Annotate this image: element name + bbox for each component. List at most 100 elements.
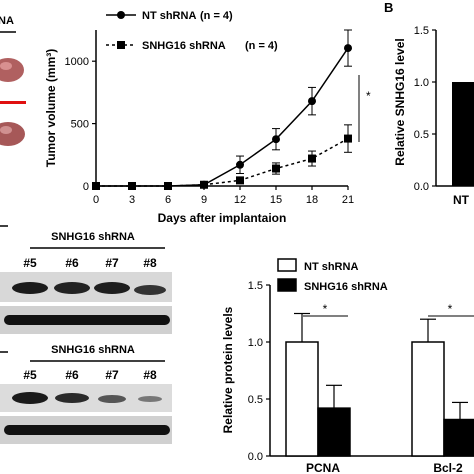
tumor-highlight-1 [0, 62, 12, 70]
x-tick-label: 21 [342, 194, 354, 206]
pc-legend-swatch-snhg16 [277, 278, 297, 292]
blot2-header: SNHG16 shRNA [51, 344, 135, 356]
blot1-lane-6: #6 [65, 256, 79, 270]
data-point [236, 176, 244, 185]
x-tick-label: 15 [270, 194, 282, 206]
y-tick-label: 0 [83, 181, 89, 193]
data-point [344, 44, 352, 53]
data-point [308, 97, 316, 106]
data-point [272, 135, 280, 144]
b-category-label: NT [453, 193, 470, 207]
data-point [344, 134, 352, 143]
b-y-axis-label: Relative SNHG16 level [393, 38, 407, 165]
blot2-lane-8: #8 [143, 368, 157, 382]
legend: NT shRNA (n = 4) SNHG16 shRNA (n = 4) [106, 10, 278, 52]
b-y-tick-label: 1.0 [414, 77, 429, 89]
pc-bar [443, 418, 474, 457]
data-point [128, 182, 136, 190]
snhg16-level-bar-chart: B 0.0 0.5 1.0 1.5 Relative SNHG16 level NT [384, 0, 474, 207]
blot1-lane-5: #5 [23, 256, 37, 270]
y-tick-label: 500 [71, 119, 89, 131]
pc-y-tick-label: 0.5 [248, 394, 263, 406]
divider-red-line [0, 101, 26, 104]
pc-category-label-pcna: PCNA [306, 461, 340, 474]
data-point [272, 164, 280, 173]
data-point [200, 180, 208, 189]
pc-y-tick-label: 1.5 [248, 280, 263, 292]
pc-legend-swatch-nt [277, 258, 297, 272]
blot1-band [12, 282, 48, 294]
blot2-lane-7: #7 [105, 368, 119, 382]
b-y-tick-label: 0.0 [414, 181, 429, 193]
series-group [92, 29, 352, 190]
x-ticks: 0 3 6 9 12 15 18 21 [93, 186, 354, 206]
x-tick-label: 6 [165, 194, 171, 206]
pc-category-label-bcl2: Bcl-2 [433, 461, 463, 474]
x-tick-label: 9 [201, 194, 207, 206]
blot2-band [138, 396, 162, 402]
tumor-highlight-2 [0, 126, 12, 134]
legend-n-snhg16: (n = 4) [245, 40, 278, 52]
data-point [308, 154, 316, 163]
tumor-volume-line-chart: 0 3 6 9 12 15 18 21 0 500 1000 Days after implant… [44, 10, 371, 225]
x-axis-label: Days after implantaion [158, 211, 287, 225]
x-tick-label: 0 [93, 194, 99, 206]
y-axis-label: Tumor volume (mm³) [44, 49, 58, 167]
data-point [236, 160, 244, 169]
blot2-band [98, 395, 126, 403]
y-tick-label: 1000 [65, 56, 89, 68]
legend-marker-snhg16 [117, 41, 125, 49]
series-line-1 [96, 137, 349, 187]
legend-n-nt: (n = 4) [200, 10, 233, 22]
blot2-band [55, 393, 89, 403]
blot2-lane-5: #5 [23, 368, 37, 382]
western-blot-1: SNHG16 shRNA #5 #6 #7 #8 [0, 225, 172, 334]
pc-bar [411, 341, 445, 457]
blot1-loading-band [4, 315, 170, 325]
legend-label-nt: NT shRNA [142, 10, 196, 22]
western-blot-2: SNHG16 shRNA #5 #6 #7 #8 [0, 344, 172, 444]
significance-star: * [366, 89, 371, 103]
b-y-tick-label: 0.5 [414, 129, 429, 141]
pc-y-tick-label: 1.0 [248, 337, 263, 349]
pc-y-tick-label: 0.0 [248, 451, 263, 463]
tumor-photo-panel: NA [0, 15, 26, 146]
blot1-band [134, 285, 166, 295]
blot1-lane-7: #7 [105, 256, 119, 270]
y-ticks: 0 500 1000 [65, 56, 96, 193]
pc-bars [285, 312, 474, 457]
pc-bar [317, 407, 351, 457]
pc-sig-star-bcl2: * [448, 302, 453, 316]
blot2-loading-band [4, 425, 170, 435]
blot1-lane-8: #8 [143, 256, 157, 270]
pc-bar [285, 341, 319, 457]
tumor-image-2 [0, 122, 25, 146]
pc-legend-label-snhg16: SNHG16 shRNA [304, 281, 388, 293]
blot1-header: SNHG16 shRNA [51, 231, 135, 243]
pc-legend-label-nt: NT shRNA [304, 261, 358, 273]
x-tick-label: 12 [234, 194, 246, 206]
x-tick-label: 18 [306, 194, 318, 206]
legend-marker-nt [117, 11, 125, 19]
blot1-band [94, 282, 130, 294]
protein-levels-bar-chart: 0.0 0.5 1.0 1.5 Relative protein levels PCN… [221, 258, 474, 474]
pc-sig-star-pcna: * [323, 302, 328, 316]
panel-label-b: B [384, 0, 393, 15]
blot2-band [12, 392, 48, 404]
x-tick-label: 3 [129, 194, 135, 206]
b-bars [452, 82, 474, 186]
pc-y-axis-label: Relative protein levels [221, 306, 235, 433]
blot2-lane-6: #6 [65, 368, 79, 382]
b-y-tick-label: 1.5 [414, 25, 429, 37]
blot1-band [54, 282, 90, 294]
tumor-image-1 [0, 58, 24, 82]
data-point [92, 182, 100, 190]
legend-label-snhg16: SNHG16 shRNA [142, 40, 226, 52]
b-bar [452, 82, 474, 186]
b-y-ticks: 0.0 0.5 1.0 1.5 [414, 25, 436, 193]
pc-y-ticks: 0.0 0.5 1.0 1.5 [248, 280, 270, 463]
series-line-0 [96, 47, 349, 187]
data-point [164, 182, 172, 190]
panel-a-header-fragment: NA [0, 15, 14, 27]
